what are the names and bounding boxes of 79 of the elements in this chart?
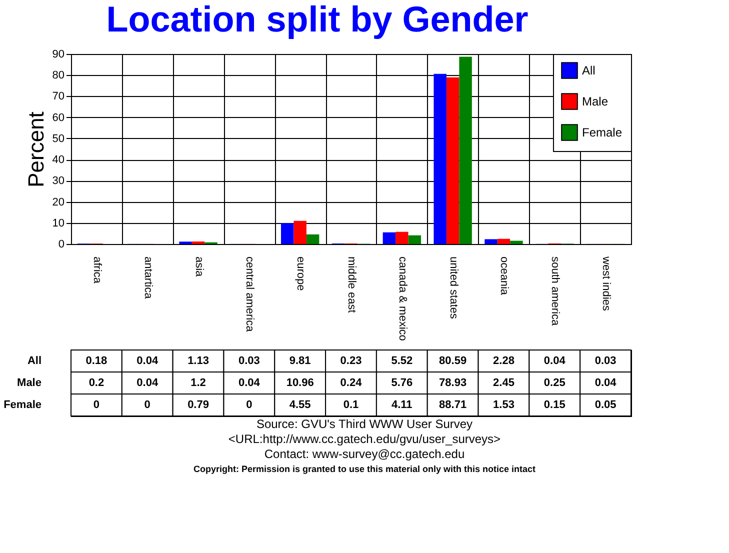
- chart-title: Location split by Gender: [106, 0, 528, 40]
- text: Female: [4, 399, 42, 411]
- x-tick-label: africa: [90, 256, 103, 284]
- data-label: 0.04: [136, 355, 159, 367]
- x-tick-label: europe: [294, 256, 307, 291]
- x-tick-label: middle east: [346, 256, 358, 313]
- data-label: 88.71: [439, 399, 467, 411]
- data-label: 2.45: [493, 377, 514, 389]
- data-label: 0.04: [136, 377, 159, 389]
- data-label: 0.2: [88, 377, 104, 389]
- bar: [396, 232, 408, 244]
- data-label: 0.18: [86, 355, 108, 367]
- y-tick-label: 0: [58, 238, 64, 250]
- text: Male: [17, 377, 42, 389]
- data-label: 9.81: [289, 355, 311, 367]
- x-tick-label: asia: [192, 256, 205, 278]
- bar: [497, 238, 510, 244]
- data-label: 0.79: [188, 399, 209, 411]
- data-label: 0.03: [238, 355, 260, 367]
- x-tick-label: antartica: [142, 256, 154, 300]
- legend-label: All: [582, 64, 596, 78]
- legend-label: Female: [582, 126, 622, 140]
- y-tick-label: 20: [52, 196, 64, 208]
- bar: [281, 223, 294, 244]
- data-label: 4.55: [289, 399, 311, 411]
- data-label: 0.05: [594, 399, 616, 411]
- data-label: 4.11: [392, 399, 412, 411]
- data-label: 0: [246, 399, 252, 411]
- y-tick-label: 60: [52, 112, 64, 124]
- data-label: 80.59: [439, 355, 467, 367]
- data-label: 0: [144, 399, 150, 411]
- y-tick-label: 70: [52, 90, 64, 103]
- data-label: 78.93: [439, 377, 467, 389]
- text: Copyright: Permission is granted to use this material only with this notice intact: [192, 463, 537, 476]
- data-label: 5.76: [391, 377, 413, 389]
- x-tick-label: central america: [244, 256, 256, 333]
- bar: [408, 235, 421, 244]
- data-label: 0.24: [340, 377, 363, 389]
- data-label: 2.28: [493, 355, 514, 367]
- y-tick-label: 10: [52, 217, 64, 230]
- x-tick-label: oceania: [498, 256, 510, 296]
- data-label: 0.25: [544, 377, 566, 389]
- x-tick-label: canada & mexico: [396, 256, 408, 341]
- bar: [510, 240, 523, 244]
- data-label: 0.1: [343, 399, 359, 411]
- x-tick-label: west indies: [600, 256, 612, 312]
- bar: [446, 77, 460, 244]
- data-label: 0.23: [340, 355, 362, 367]
- data-label: 0.04: [238, 377, 261, 389]
- data-label: 0: [93, 399, 100, 411]
- legend-label: Male: [582, 94, 608, 108]
- y-tick-label: 80: [52, 70, 64, 82]
- text: All: [27, 355, 42, 367]
- data-label: 10.96: [286, 377, 314, 389]
- text: <URL:http://www.cc.gatech.edu/gvu/user_surveys>: [227, 432, 502, 447]
- y-axis-title: Percent: [23, 112, 48, 188]
- x-tick-label: south america: [549, 256, 562, 326]
- data-label: 0.04: [594, 377, 618, 389]
- bar: [192, 241, 205, 244]
- data-label: 0.15: [544, 399, 566, 411]
- y-tick-label: 90: [52, 48, 64, 60]
- y-tick-label: 30: [52, 175, 64, 188]
- bar: [484, 239, 498, 244]
- data-label: 5.52: [391, 355, 413, 367]
- data-label: 1.53: [493, 399, 514, 411]
- bar: [294, 220, 306, 244]
- bar: [306, 234, 320, 244]
- data-label: 0.04: [544, 355, 566, 367]
- y-tick-label: 40: [52, 154, 64, 166]
- bar: [434, 74, 446, 244]
- x-tick-label: united states: [447, 256, 460, 320]
- data-label: 1.2: [190, 377, 206, 389]
- data-label: 0.03: [594, 355, 616, 367]
- y-tick-label: 50: [52, 132, 64, 145]
- data-label: 1.13: [188, 355, 209, 367]
- source-note: Source: GVU's Third WWW User Survey: [255, 417, 474, 432]
- text: Contact: www-survey@cc.gatech.edu: [263, 447, 466, 462]
- bar: [382, 232, 396, 244]
- bar: [459, 56, 472, 244]
